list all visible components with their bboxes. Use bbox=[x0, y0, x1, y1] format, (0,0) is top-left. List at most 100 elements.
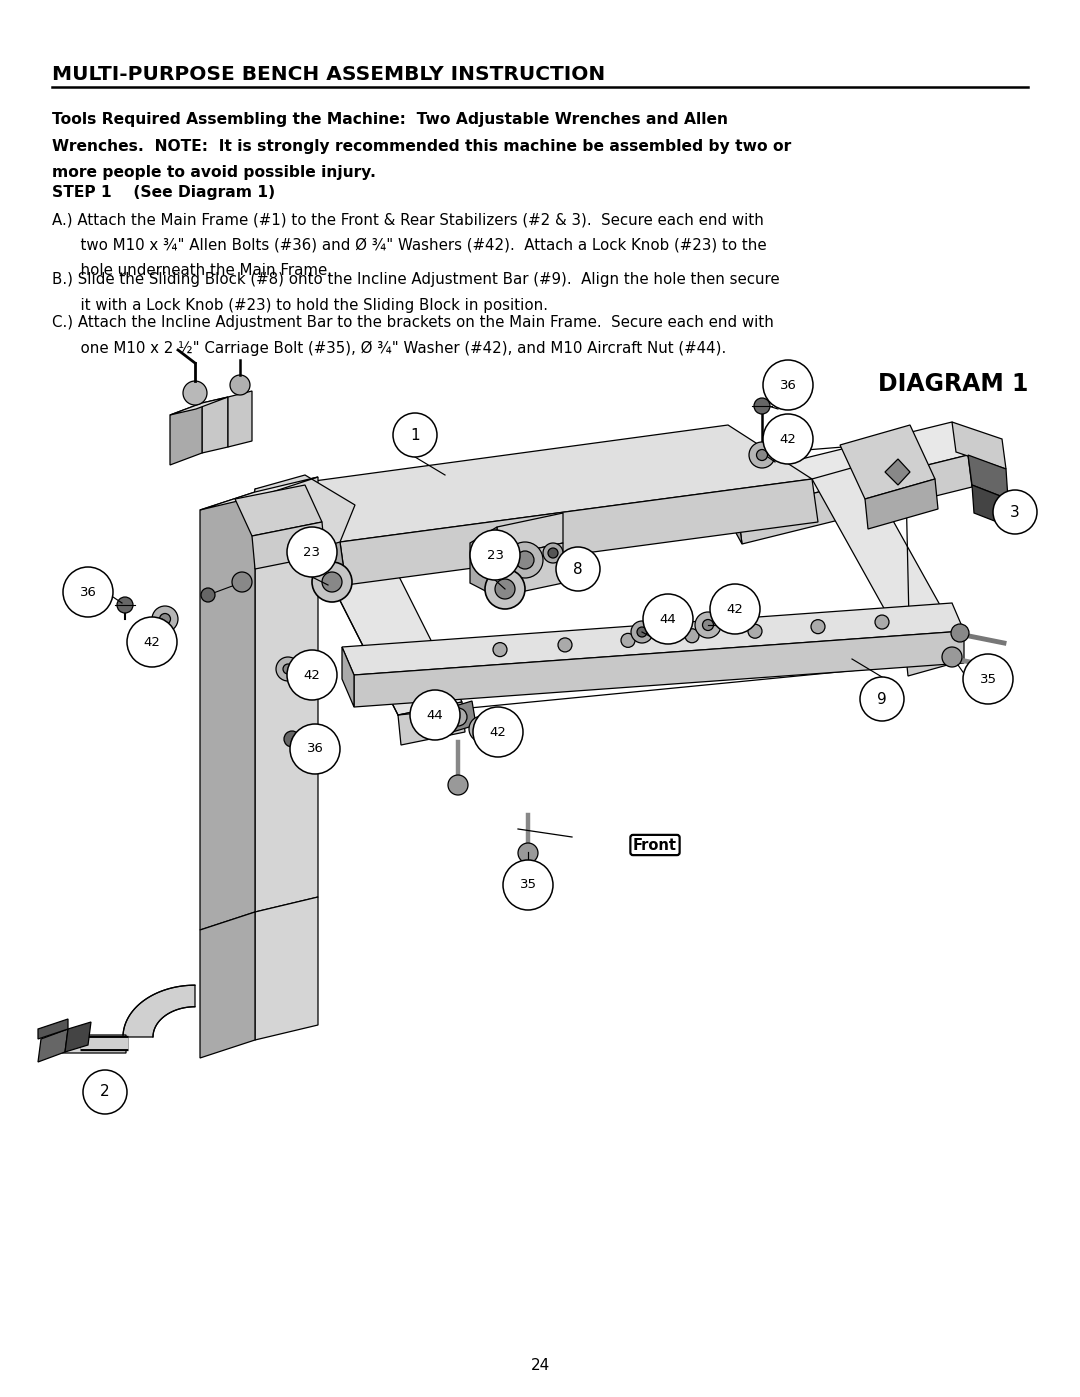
Polygon shape bbox=[170, 397, 228, 415]
Text: DIAGRAM 1: DIAGRAM 1 bbox=[878, 372, 1028, 395]
Polygon shape bbox=[38, 1030, 68, 1062]
Polygon shape bbox=[885, 460, 910, 485]
Circle shape bbox=[637, 627, 647, 637]
Circle shape bbox=[860, 678, 904, 721]
Circle shape bbox=[558, 638, 572, 652]
Circle shape bbox=[63, 567, 113, 617]
Text: one M10 x 2 ½" Carriage Bolt (#35), Ø ¾" Washer (#42), and M10 Aircraft Nut (#44: one M10 x 2 ½" Carriage Bolt (#35), Ø ¾"… bbox=[52, 341, 726, 356]
Text: 42: 42 bbox=[489, 725, 507, 739]
Circle shape bbox=[127, 617, 177, 666]
Polygon shape bbox=[123, 985, 195, 1037]
Circle shape bbox=[518, 842, 538, 863]
Circle shape bbox=[685, 629, 699, 643]
Circle shape bbox=[543, 543, 563, 563]
Polygon shape bbox=[62, 1035, 126, 1053]
Circle shape bbox=[748, 624, 762, 638]
Text: 3: 3 bbox=[1010, 504, 1020, 520]
Text: 42: 42 bbox=[780, 433, 796, 446]
Circle shape bbox=[993, 490, 1037, 534]
Polygon shape bbox=[235, 485, 322, 536]
Text: Front: Front bbox=[633, 837, 677, 852]
Circle shape bbox=[287, 527, 337, 577]
Polygon shape bbox=[200, 912, 255, 1058]
Circle shape bbox=[507, 542, 543, 578]
Polygon shape bbox=[255, 489, 346, 585]
Polygon shape bbox=[252, 522, 325, 569]
Text: 35: 35 bbox=[980, 672, 997, 686]
Polygon shape bbox=[202, 397, 228, 453]
Circle shape bbox=[183, 381, 207, 405]
Text: 23: 23 bbox=[486, 549, 503, 562]
Circle shape bbox=[942, 647, 962, 666]
Circle shape bbox=[516, 550, 534, 569]
Polygon shape bbox=[972, 485, 1010, 527]
Text: STEP 1    (See Diagram 1): STEP 1 (See Diagram 1) bbox=[52, 184, 275, 200]
Polygon shape bbox=[340, 479, 818, 585]
Text: 24: 24 bbox=[530, 1358, 550, 1372]
Circle shape bbox=[503, 861, 553, 909]
Circle shape bbox=[449, 708, 467, 726]
Circle shape bbox=[410, 690, 460, 740]
Circle shape bbox=[875, 615, 889, 629]
Polygon shape bbox=[228, 391, 252, 447]
Circle shape bbox=[710, 584, 760, 634]
Polygon shape bbox=[342, 604, 964, 675]
Polygon shape bbox=[65, 1023, 91, 1052]
Circle shape bbox=[548, 548, 558, 557]
Circle shape bbox=[492, 643, 507, 657]
Text: 44: 44 bbox=[427, 708, 444, 721]
Circle shape bbox=[83, 1070, 127, 1113]
Text: MULTI-PURPOSE BENCH ASSEMBLY INSTRUCTION: MULTI-PURPOSE BENCH ASSEMBLY INSTRUCTION bbox=[52, 66, 605, 84]
Circle shape bbox=[485, 569, 525, 609]
Circle shape bbox=[963, 654, 1013, 704]
Circle shape bbox=[201, 588, 215, 602]
Polygon shape bbox=[249, 475, 355, 555]
Text: Wrenches.  NOTE:  It is strongly recommended this machine be assembled by two or: Wrenches. NOTE: It is strongly recommend… bbox=[52, 138, 792, 154]
Circle shape bbox=[556, 548, 600, 591]
Circle shape bbox=[230, 374, 249, 395]
Polygon shape bbox=[170, 402, 202, 465]
Text: more people to avoid possible injury.: more people to avoid possible injury. bbox=[52, 165, 376, 180]
Polygon shape bbox=[285, 479, 462, 715]
Polygon shape bbox=[342, 647, 354, 707]
Circle shape bbox=[232, 571, 252, 592]
Polygon shape bbox=[968, 455, 1008, 499]
Circle shape bbox=[448, 775, 468, 795]
Polygon shape bbox=[470, 527, 497, 597]
Circle shape bbox=[811, 620, 825, 634]
Circle shape bbox=[393, 414, 437, 457]
Circle shape bbox=[312, 562, 352, 602]
Polygon shape bbox=[738, 455, 972, 543]
Circle shape bbox=[322, 571, 342, 592]
Polygon shape bbox=[840, 425, 935, 499]
Circle shape bbox=[702, 619, 714, 630]
Polygon shape bbox=[200, 476, 318, 510]
Circle shape bbox=[621, 633, 635, 647]
Text: 35: 35 bbox=[519, 879, 537, 891]
Text: 9: 9 bbox=[877, 692, 887, 707]
Circle shape bbox=[643, 594, 693, 644]
Polygon shape bbox=[865, 479, 939, 529]
Circle shape bbox=[696, 612, 721, 638]
Circle shape bbox=[754, 398, 770, 414]
Circle shape bbox=[283, 664, 293, 673]
Polygon shape bbox=[497, 543, 563, 597]
Text: hole underneath the Main Frame.: hole underneath the Main Frame. bbox=[52, 263, 332, 278]
Circle shape bbox=[762, 360, 813, 409]
Polygon shape bbox=[951, 422, 1005, 469]
Circle shape bbox=[160, 613, 171, 624]
Polygon shape bbox=[905, 631, 958, 676]
Text: 42: 42 bbox=[727, 602, 743, 616]
Circle shape bbox=[631, 622, 653, 643]
Circle shape bbox=[291, 724, 340, 774]
Text: B.) Slide the Sliding Block (#8) onto the Incline Adjustment Bar (#9).  Align th: B.) Slide the Sliding Block (#8) onto th… bbox=[52, 272, 780, 286]
Circle shape bbox=[473, 707, 523, 757]
Polygon shape bbox=[200, 492, 255, 930]
Circle shape bbox=[117, 597, 133, 613]
Text: 44: 44 bbox=[660, 612, 676, 626]
Text: 2: 2 bbox=[100, 1084, 110, 1099]
Circle shape bbox=[287, 650, 337, 700]
Text: two M10 x ¾" Allen Bolts (#36) and Ø ¾" Washers (#42).  Attach a Lock Knob (#23): two M10 x ¾" Allen Bolts (#36) and Ø ¾" … bbox=[52, 237, 767, 253]
Polygon shape bbox=[445, 701, 476, 733]
Text: 42: 42 bbox=[303, 669, 321, 682]
